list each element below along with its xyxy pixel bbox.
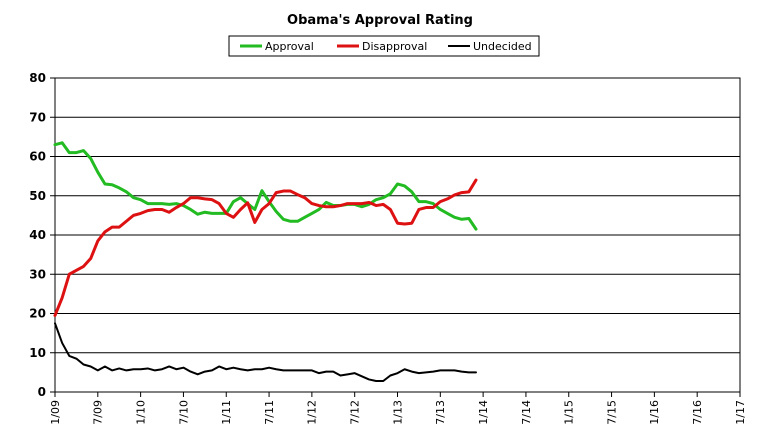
x-tick-label: 7/14 [520, 400, 533, 425]
x-tick-label: 7/11 [263, 400, 276, 425]
x-tick-label: 1/16 [648, 400, 661, 425]
x-tick-label: 7/15 [605, 400, 618, 425]
legend-label-undecided: Undecided [473, 40, 532, 53]
x-tick-label: 1/15 [563, 400, 576, 425]
y-tick-label: 30 [29, 267, 46, 281]
x-tick-label: 1/11 [220, 400, 233, 425]
legend-label-approval: Approval [265, 40, 314, 53]
x-tick-label: 1/12 [306, 400, 319, 425]
y-tick-label: 70 [29, 110, 46, 124]
x-tick-label: 1/17 [734, 400, 747, 425]
y-tick-label: 50 [29, 189, 46, 203]
y-tick-label: 80 [29, 71, 46, 85]
series-line-disapproval [53, 178, 478, 317]
x-tick-label: 7/12 [349, 400, 362, 425]
plot-area [54, 77, 741, 393]
x-tick-label: 1/09 [49, 400, 62, 425]
legend-items: Approval Disapproval Undecided [240, 40, 532, 53]
legend: Approval Disapproval Undecided [228, 35, 540, 57]
y-tick-label: 0 [38, 385, 46, 399]
x-tick-label: 1/13 [391, 400, 404, 425]
x-tick-label: 7/09 [92, 400, 105, 425]
y-tick-label: 60 [29, 150, 46, 164]
x-tick-label: 1/14 [477, 400, 490, 425]
x-tick-label: 1/10 [134, 400, 147, 425]
x-tick-label: 7/10 [177, 400, 190, 425]
chart-title: Obama's Approval Rating [287, 13, 473, 28]
legend-box [228, 35, 540, 57]
y-tick-label: 40 [29, 228, 46, 242]
series-line-approval [53, 141, 478, 231]
x-tick-label: 7/13 [434, 400, 447, 425]
x-axis: 1/09 7/09 1/10 7/10 1/11 7/11 1/12 7/12 1/13 7/13… [49, 392, 747, 425]
y-axis: 0 10 20 30 40 50 60 70 80 [29, 71, 55, 399]
series-lines [53, 141, 478, 383]
y-tick-label: 20 [29, 307, 46, 321]
x-tick-label: 7/16 [691, 400, 704, 425]
legend-label-disapproval: Disapproval [362, 40, 427, 53]
series-line-undecided [54, 322, 477, 383]
y-tick-label: 10 [29, 346, 46, 360]
